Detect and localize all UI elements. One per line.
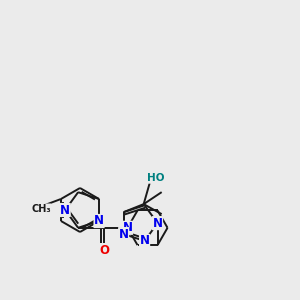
Text: N: N xyxy=(94,214,104,227)
Text: N: N xyxy=(140,234,150,248)
Text: N: N xyxy=(152,217,163,230)
Text: HO: HO xyxy=(147,173,164,183)
Text: O: O xyxy=(99,244,109,257)
Text: N: N xyxy=(122,221,133,234)
Text: N: N xyxy=(60,203,70,217)
Text: N: N xyxy=(119,228,129,241)
Text: CH₃: CH₃ xyxy=(31,204,51,214)
